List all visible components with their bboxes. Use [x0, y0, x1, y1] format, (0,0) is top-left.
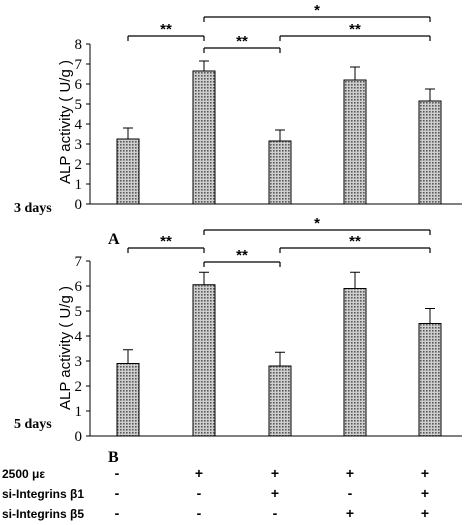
condition-mark: - [197, 485, 202, 501]
panel-a-y-tick-label: 2 [75, 157, 83, 173]
condition-mark: - [115, 465, 120, 481]
panel-b-y-tick-label: 1 [75, 404, 83, 420]
panel-a-significance-label: ** [349, 21, 361, 38]
condition-mark: - [115, 485, 120, 501]
panel-a-y-label: ALP activity ( U/g ) [57, 60, 74, 184]
panel-a-bar [116, 138, 140, 205]
panel-b-y-tick-label: 6 [75, 279, 83, 295]
panel-b-bar [116, 363, 140, 437]
panel-b-y-tick-label: 3 [75, 354, 83, 370]
panel-a-y-tick-label: 4 [75, 117, 83, 133]
panel-a-y-tick-label: 6 [75, 77, 83, 93]
panel-b-y-tick-label: 2 [75, 379, 83, 395]
panel-a-time-label: 3 days [14, 201, 52, 216]
panel-a-y-tick-label: 8 [75, 37, 83, 53]
panel-a-bar [418, 100, 442, 205]
panel-b-bar [418, 323, 442, 437]
condition-mark: + [271, 465, 279, 481]
panel-b-y-tick-label: 4 [75, 329, 83, 345]
panel-b-bar [343, 288, 367, 437]
condition-label-si-integrin-b1: si-Integrins β1 [2, 487, 84, 501]
condition-label-strain: 2500 με [2, 467, 45, 481]
condition-mark: + [271, 485, 279, 501]
panel-a-y-tick-label: 1 [75, 177, 83, 193]
condition-mark: - [197, 505, 202, 521]
panel-b-y-tick-label: 7 [75, 254, 83, 270]
condition-mark: + [346, 465, 354, 481]
panel-b-y-label: ALP activity ( U/g ) [57, 286, 74, 410]
panel-a-y-tick-label: 0 [75, 197, 83, 213]
panel-a-significance-label: ** [160, 21, 172, 38]
panel-b-time-label: 5 days [14, 417, 52, 432]
panel-b-bar [192, 284, 216, 437]
panel-b-significance-label: * [314, 215, 320, 232]
panel-b-significance-label: ** [160, 233, 172, 250]
panel-a-significance-label: * [314, 2, 320, 19]
panel-a-bar [192, 70, 216, 205]
condition-table: 2500 με si-Integrins β1 si-Integrins β5 … [2, 465, 429, 521]
condition-mark: + [421, 465, 429, 481]
panel-a-bar [343, 79, 367, 205]
condition-mark: + [195, 465, 203, 481]
condition-mark: + [346, 505, 354, 521]
panel-a-label: A [108, 231, 120, 248]
panel-b-y-tick-label: 5 [75, 304, 83, 320]
condition-mark: - [115, 505, 120, 521]
panel-b-significance-label: ** [349, 233, 361, 250]
condition-label-si-integrin-b5: si-Integrins β5 [2, 507, 84, 521]
condition-mark: + [421, 505, 429, 521]
panel-a-y-tick-label: 3 [75, 137, 83, 153]
panel-b-label: B [108, 449, 119, 466]
panel-a-significance-label: ** [236, 33, 248, 50]
panel-a-y-tick-label: 5 [75, 97, 83, 113]
condition-mark: + [421, 485, 429, 501]
panel-b-bar [268, 365, 292, 437]
condition-mark: - [273, 505, 278, 521]
panel-a-y-tick-label: 7 [75, 57, 83, 73]
panel-a-bar [268, 140, 292, 205]
condition-mark: - [348, 485, 353, 501]
panel-b-y-tick-label: 0 [75, 429, 83, 445]
panel-b-significance-label: ** [236, 247, 248, 264]
